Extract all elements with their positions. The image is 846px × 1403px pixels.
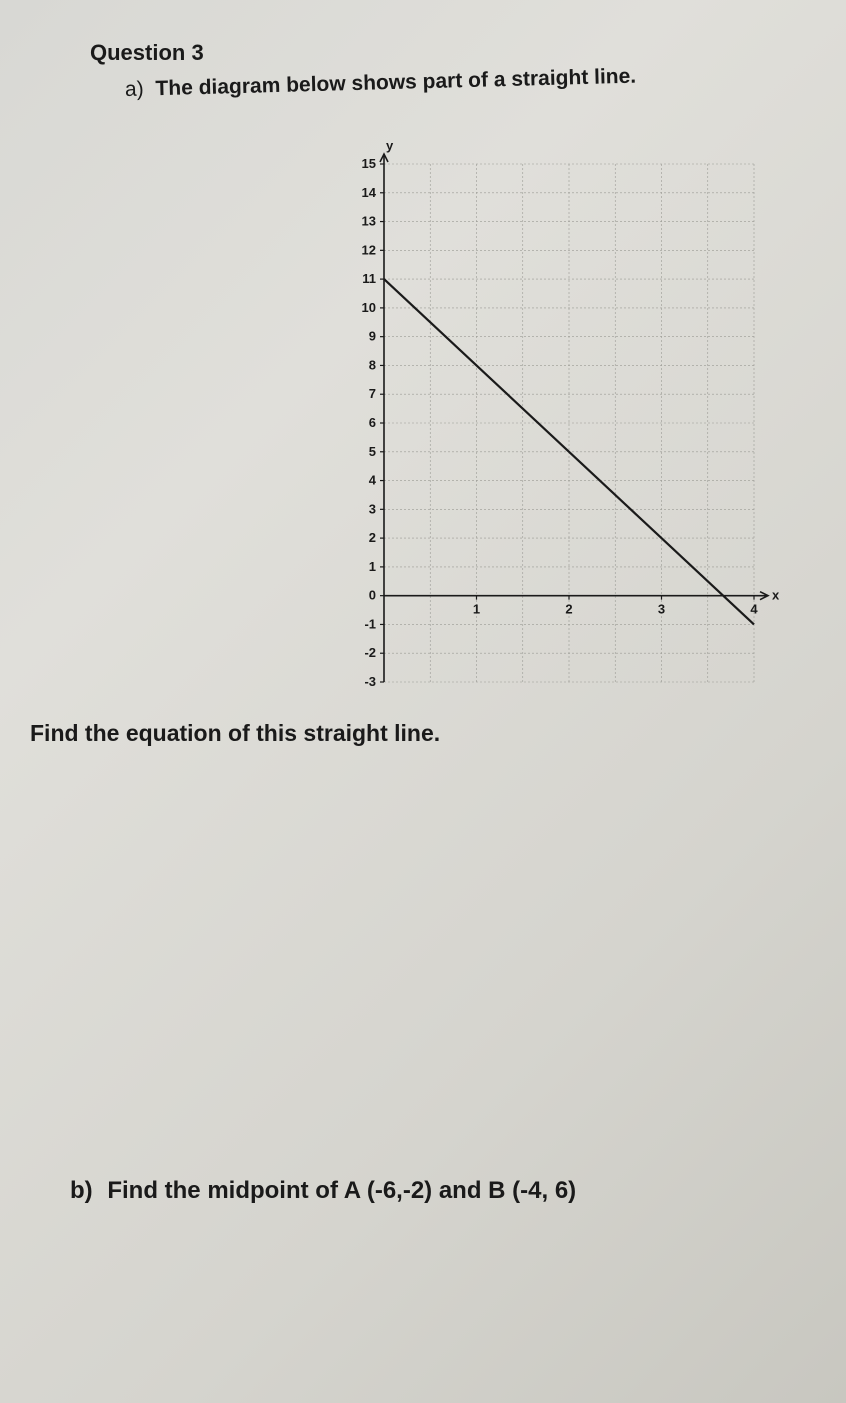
- svg-text:13: 13: [362, 214, 376, 229]
- chart-container: -3-2-101234567891011121314151234yx: [350, 142, 786, 702]
- svg-text:3: 3: [369, 501, 376, 516]
- svg-text:11: 11: [362, 271, 376, 286]
- part-b-label: b): [70, 1177, 93, 1204]
- svg-text:15: 15: [362, 156, 376, 171]
- part-b-statement: Find the midpoint of A (-6,-2) and B (-4…: [107, 1177, 576, 1204]
- svg-text:-3: -3: [364, 674, 376, 689]
- instruction-text: Find the equation of this straight line.: [30, 720, 786, 747]
- svg-text:-1: -1: [364, 616, 376, 631]
- svg-text:4: 4: [369, 473, 377, 488]
- svg-text:6: 6: [369, 415, 376, 430]
- part-b-text: b) Find the midpoint of A (-6,-2) and B …: [70, 1177, 786, 1205]
- svg-text:14: 14: [362, 185, 377, 200]
- svg-text:12: 12: [362, 242, 376, 257]
- svg-text:5: 5: [369, 444, 376, 459]
- part-a-text: a) The diagram below shows part of a str…: [125, 61, 786, 102]
- svg-text:-2: -2: [364, 645, 376, 660]
- svg-text:10: 10: [362, 300, 376, 315]
- svg-text:1: 1: [369, 559, 376, 574]
- svg-text:3: 3: [658, 602, 665, 617]
- svg-text:x: x: [772, 588, 780, 603]
- part-a-label: a): [125, 78, 144, 101]
- svg-text:4: 4: [750, 602, 758, 617]
- svg-text:0: 0: [369, 588, 376, 603]
- svg-text:9: 9: [369, 329, 376, 344]
- svg-text:y: y: [386, 142, 394, 153]
- svg-text:2: 2: [369, 530, 376, 545]
- svg-text:2: 2: [565, 602, 572, 617]
- part-a-statement: The diagram below shows part of a straig…: [155, 65, 636, 101]
- svg-text:8: 8: [369, 357, 376, 372]
- line-chart: -3-2-101234567891011121314151234yx: [350, 142, 780, 702]
- svg-text:7: 7: [369, 386, 376, 401]
- svg-text:1: 1: [473, 602, 480, 617]
- question-title: Question 3: [90, 40, 786, 66]
